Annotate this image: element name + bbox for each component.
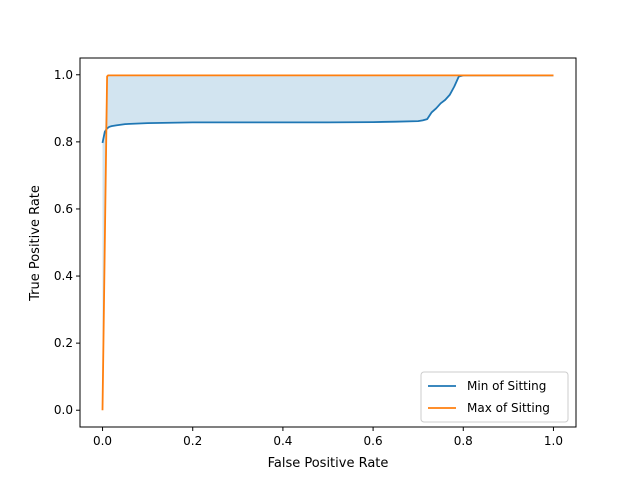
legend-frame [420,371,569,423]
x-tick-label: 0.2 [183,434,202,448]
x-tick-label: 0.0 [93,434,112,448]
x-tick-label: 0.4 [273,434,292,448]
y-tick-label: 1.0 [54,68,73,82]
x-axis-label: False Positive Rate [268,456,389,471]
fill-between-area [102,75,554,411]
x-tick-label: 0.8 [454,434,473,448]
y-tick-label: 0.6 [54,202,73,216]
y-axis-label: True Positive Rate [28,185,43,302]
y-tick-label: 0.0 [54,403,73,417]
y-tick-label: 0.4 [54,269,73,283]
axes-frame [79,57,577,428]
x-tick-label: 1.0 [544,434,563,448]
legend-label-max-of-sitting: Max of Sitting [467,401,550,415]
legend-label-min-of-sitting: Min of Sitting [467,379,546,393]
x-tick-label: 0.6 [364,434,383,448]
series-line-max-of-sitting [101,74,554,411]
axes: 0.0 0.2 0.4 0.6 0.8 1.0 0.0 0.2 0.4 0.6 0.8 1.0 [54,57,577,448]
series-line-min-of-sitting [101,74,554,144]
plot-area [101,74,554,411]
legend: Min of Sitting Max of Sitting [420,371,569,423]
y-tick-label: 0.8 [54,135,73,149]
y-tick-label: 0.2 [54,336,73,350]
